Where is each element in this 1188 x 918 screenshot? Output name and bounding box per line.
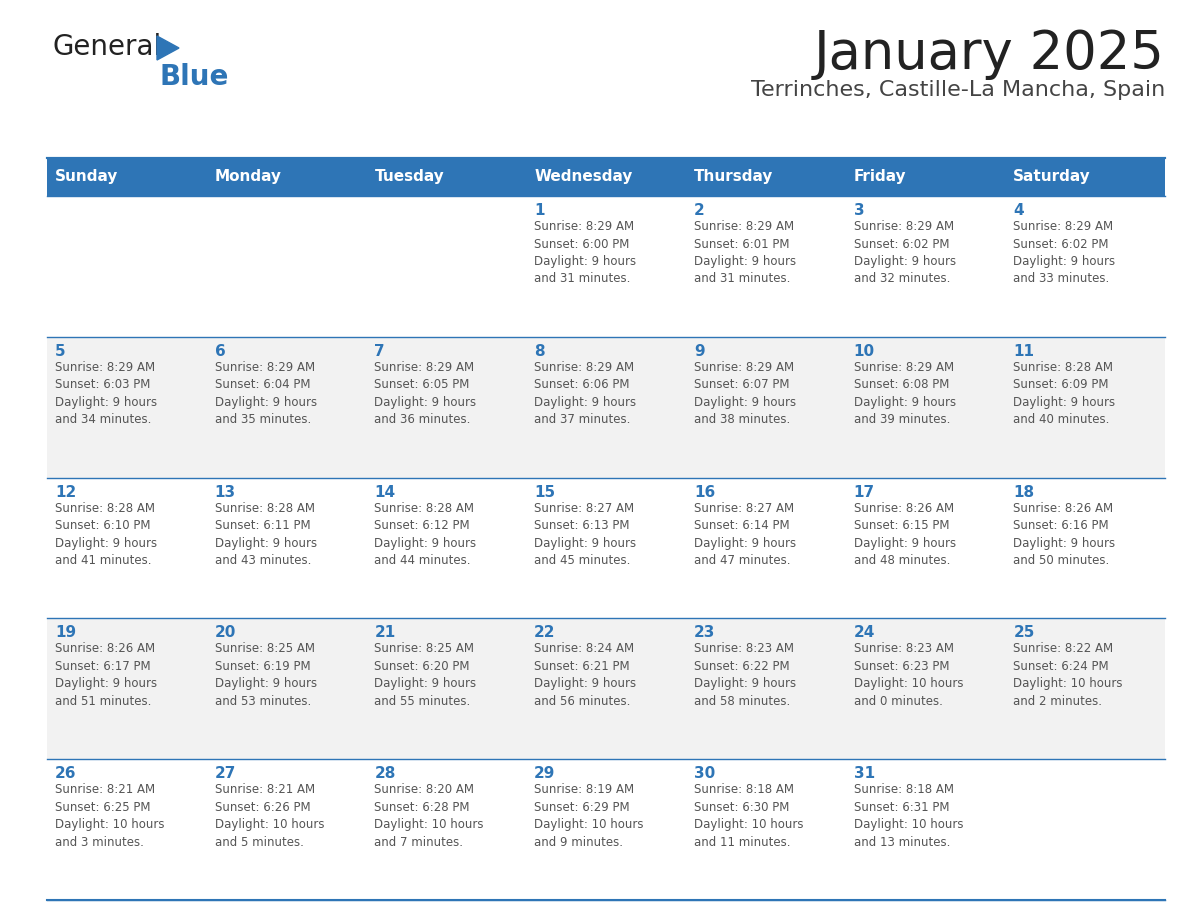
- Polygon shape: [157, 36, 179, 60]
- Text: Sunrise: 8:29 AM
Sunset: 6:00 PM
Daylight: 9 hours
and 31 minutes.: Sunrise: 8:29 AM Sunset: 6:00 PM Dayligh…: [535, 220, 637, 285]
- Text: 19: 19: [55, 625, 76, 641]
- Text: 31: 31: [853, 767, 874, 781]
- Text: 9: 9: [694, 344, 704, 359]
- Bar: [48, 196, 1165, 337]
- Text: Sunrise: 8:20 AM
Sunset: 6:28 PM
Daylight: 10 hours
and 7 minutes.: Sunrise: 8:20 AM Sunset: 6:28 PM Dayligh…: [374, 783, 484, 849]
- Text: Sunrise: 8:27 AM
Sunset: 6:14 PM
Daylight: 9 hours
and 47 minutes.: Sunrise: 8:27 AM Sunset: 6:14 PM Dayligh…: [694, 501, 796, 567]
- Text: Sunrise: 8:21 AM
Sunset: 6:26 PM
Daylight: 10 hours
and 5 minutes.: Sunrise: 8:21 AM Sunset: 6:26 PM Dayligh…: [215, 783, 324, 849]
- Bar: [366, 158, 526, 196]
- Bar: [48, 337, 1165, 477]
- Text: Sunrise: 8:23 AM
Sunset: 6:23 PM
Daylight: 10 hours
and 0 minutes.: Sunrise: 8:23 AM Sunset: 6:23 PM Dayligh…: [853, 643, 963, 708]
- Bar: [48, 477, 1165, 619]
- Text: 12: 12: [55, 485, 76, 499]
- Text: Sunrise: 8:18 AM
Sunset: 6:31 PM
Daylight: 10 hours
and 13 minutes.: Sunrise: 8:18 AM Sunset: 6:31 PM Dayligh…: [853, 783, 963, 849]
- Text: 25: 25: [1013, 625, 1035, 641]
- Text: 13: 13: [215, 485, 236, 499]
- Text: Monday: Monday: [215, 170, 282, 185]
- Text: 20: 20: [215, 625, 236, 641]
- Text: Sunday: Sunday: [55, 170, 119, 185]
- Text: 14: 14: [374, 485, 396, 499]
- Text: Sunrise: 8:28 AM
Sunset: 6:11 PM
Daylight: 9 hours
and 43 minutes.: Sunrise: 8:28 AM Sunset: 6:11 PM Dayligh…: [215, 501, 317, 567]
- Text: Sunrise: 8:24 AM
Sunset: 6:21 PM
Daylight: 9 hours
and 56 minutes.: Sunrise: 8:24 AM Sunset: 6:21 PM Dayligh…: [535, 643, 637, 708]
- Text: 16: 16: [694, 485, 715, 499]
- Bar: [685, 158, 846, 196]
- Text: 24: 24: [853, 625, 874, 641]
- Text: Terrinches, Castille-La Mancha, Spain: Terrinches, Castille-La Mancha, Spain: [751, 80, 1165, 100]
- Bar: [1005, 158, 1165, 196]
- Bar: [526, 158, 685, 196]
- Text: 2: 2: [694, 203, 704, 218]
- Text: Sunrise: 8:23 AM
Sunset: 6:22 PM
Daylight: 9 hours
and 58 minutes.: Sunrise: 8:23 AM Sunset: 6:22 PM Dayligh…: [694, 643, 796, 708]
- Bar: [48, 619, 1165, 759]
- Text: 22: 22: [535, 625, 556, 641]
- Text: Sunrise: 8:21 AM
Sunset: 6:25 PM
Daylight: 10 hours
and 3 minutes.: Sunrise: 8:21 AM Sunset: 6:25 PM Dayligh…: [55, 783, 164, 849]
- Text: January 2025: January 2025: [814, 28, 1165, 80]
- Text: Sunrise: 8:22 AM
Sunset: 6:24 PM
Daylight: 10 hours
and 2 minutes.: Sunrise: 8:22 AM Sunset: 6:24 PM Dayligh…: [1013, 643, 1123, 708]
- Text: Sunrise: 8:29 AM
Sunset: 6:08 PM
Daylight: 9 hours
and 39 minutes.: Sunrise: 8:29 AM Sunset: 6:08 PM Dayligh…: [853, 361, 955, 426]
- Text: Sunrise: 8:29 AM
Sunset: 6:02 PM
Daylight: 9 hours
and 33 minutes.: Sunrise: 8:29 AM Sunset: 6:02 PM Dayligh…: [1013, 220, 1116, 285]
- Text: Sunrise: 8:29 AM
Sunset: 6:01 PM
Daylight: 9 hours
and 31 minutes.: Sunrise: 8:29 AM Sunset: 6:01 PM Dayligh…: [694, 220, 796, 285]
- Text: Sunrise: 8:26 AM
Sunset: 6:17 PM
Daylight: 9 hours
and 51 minutes.: Sunrise: 8:26 AM Sunset: 6:17 PM Dayligh…: [55, 643, 157, 708]
- Text: 27: 27: [215, 767, 236, 781]
- Text: Sunrise: 8:19 AM
Sunset: 6:29 PM
Daylight: 10 hours
and 9 minutes.: Sunrise: 8:19 AM Sunset: 6:29 PM Dayligh…: [535, 783, 644, 849]
- Text: 28: 28: [374, 767, 396, 781]
- Text: Sunrise: 8:28 AM
Sunset: 6:09 PM
Daylight: 9 hours
and 40 minutes.: Sunrise: 8:28 AM Sunset: 6:09 PM Dayligh…: [1013, 361, 1116, 426]
- Text: 18: 18: [1013, 485, 1035, 499]
- Text: 7: 7: [374, 344, 385, 359]
- Bar: [846, 158, 1005, 196]
- Text: 3: 3: [853, 203, 864, 218]
- Text: 15: 15: [535, 485, 555, 499]
- Bar: [207, 158, 366, 196]
- Text: Sunrise: 8:29 AM
Sunset: 6:07 PM
Daylight: 9 hours
and 38 minutes.: Sunrise: 8:29 AM Sunset: 6:07 PM Dayligh…: [694, 361, 796, 426]
- Text: Wednesday: Wednesday: [535, 170, 632, 185]
- Text: Sunrise: 8:26 AM
Sunset: 6:15 PM
Daylight: 9 hours
and 48 minutes.: Sunrise: 8:26 AM Sunset: 6:15 PM Dayligh…: [853, 501, 955, 567]
- Text: 10: 10: [853, 344, 874, 359]
- Text: Thursday: Thursday: [694, 170, 773, 185]
- Text: 29: 29: [535, 767, 556, 781]
- Text: 30: 30: [694, 767, 715, 781]
- Text: Tuesday: Tuesday: [374, 170, 444, 185]
- Text: Sunrise: 8:28 AM
Sunset: 6:12 PM
Daylight: 9 hours
and 44 minutes.: Sunrise: 8:28 AM Sunset: 6:12 PM Dayligh…: [374, 501, 476, 567]
- Text: Blue: Blue: [160, 63, 229, 91]
- Text: 4: 4: [1013, 203, 1024, 218]
- Text: Sunrise: 8:25 AM
Sunset: 6:19 PM
Daylight: 9 hours
and 53 minutes.: Sunrise: 8:25 AM Sunset: 6:19 PM Dayligh…: [215, 643, 317, 708]
- Text: Sunrise: 8:25 AM
Sunset: 6:20 PM
Daylight: 9 hours
and 55 minutes.: Sunrise: 8:25 AM Sunset: 6:20 PM Dayligh…: [374, 643, 476, 708]
- Text: 8: 8: [535, 344, 545, 359]
- Text: 1: 1: [535, 203, 544, 218]
- Text: 6: 6: [215, 344, 226, 359]
- Text: Sunrise: 8:29 AM
Sunset: 6:05 PM
Daylight: 9 hours
and 36 minutes.: Sunrise: 8:29 AM Sunset: 6:05 PM Dayligh…: [374, 361, 476, 426]
- Text: Sunrise: 8:28 AM
Sunset: 6:10 PM
Daylight: 9 hours
and 41 minutes.: Sunrise: 8:28 AM Sunset: 6:10 PM Dayligh…: [55, 501, 157, 567]
- Text: 26: 26: [55, 767, 76, 781]
- Bar: [48, 759, 1165, 900]
- Bar: [48, 158, 207, 196]
- Text: Sunrise: 8:29 AM
Sunset: 6:02 PM
Daylight: 9 hours
and 32 minutes.: Sunrise: 8:29 AM Sunset: 6:02 PM Dayligh…: [853, 220, 955, 285]
- Text: Sunrise: 8:29 AM
Sunset: 6:06 PM
Daylight: 9 hours
and 37 minutes.: Sunrise: 8:29 AM Sunset: 6:06 PM Dayligh…: [535, 361, 637, 426]
- Text: 5: 5: [55, 344, 65, 359]
- Text: 17: 17: [853, 485, 874, 499]
- Text: Sunrise: 8:29 AM
Sunset: 6:03 PM
Daylight: 9 hours
and 34 minutes.: Sunrise: 8:29 AM Sunset: 6:03 PM Dayligh…: [55, 361, 157, 426]
- Text: Sunrise: 8:18 AM
Sunset: 6:30 PM
Daylight: 10 hours
and 11 minutes.: Sunrise: 8:18 AM Sunset: 6:30 PM Dayligh…: [694, 783, 803, 849]
- Text: Saturday: Saturday: [1013, 170, 1091, 185]
- Text: Friday: Friday: [853, 170, 906, 185]
- Text: General: General: [52, 33, 162, 61]
- Text: Sunrise: 8:27 AM
Sunset: 6:13 PM
Daylight: 9 hours
and 45 minutes.: Sunrise: 8:27 AM Sunset: 6:13 PM Dayligh…: [535, 501, 637, 567]
- Text: 23: 23: [694, 625, 715, 641]
- Text: Sunrise: 8:26 AM
Sunset: 6:16 PM
Daylight: 9 hours
and 50 minutes.: Sunrise: 8:26 AM Sunset: 6:16 PM Dayligh…: [1013, 501, 1116, 567]
- Text: 11: 11: [1013, 344, 1035, 359]
- Text: Sunrise: 8:29 AM
Sunset: 6:04 PM
Daylight: 9 hours
and 35 minutes.: Sunrise: 8:29 AM Sunset: 6:04 PM Dayligh…: [215, 361, 317, 426]
- Text: 21: 21: [374, 625, 396, 641]
